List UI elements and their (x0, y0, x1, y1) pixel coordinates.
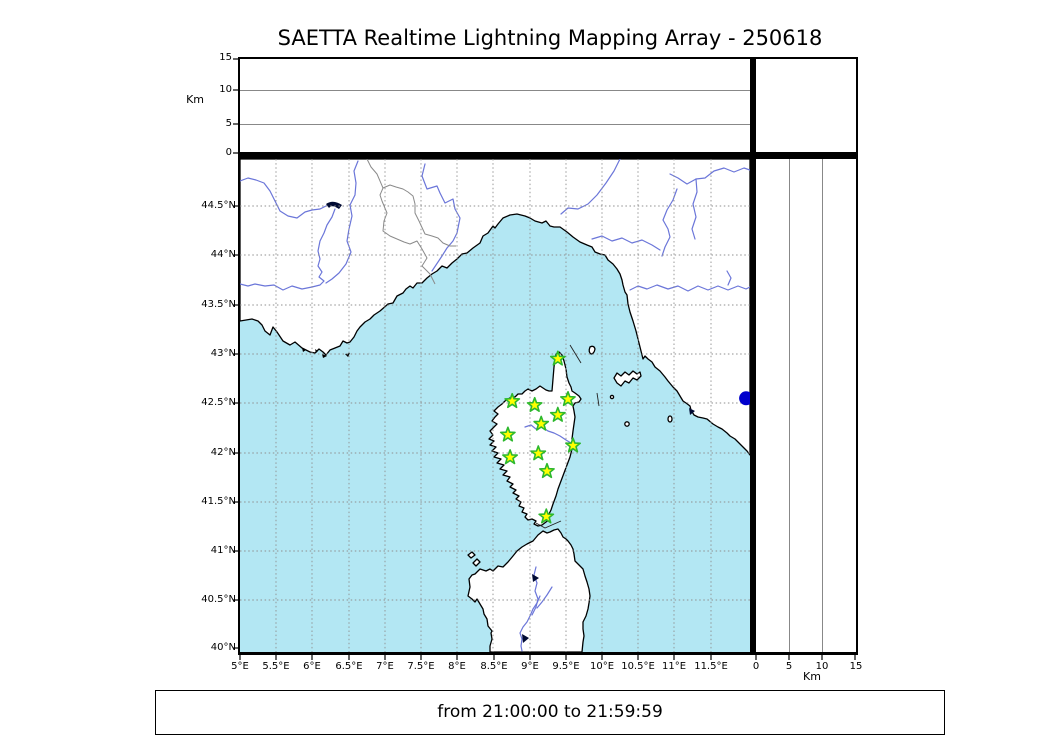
mainland-coastline (240, 159, 750, 456)
lon-tick-label: 9.5°E (552, 661, 580, 672)
station-star-marker (499, 426, 516, 442)
altitude-longitude-panel (238, 57, 754, 157)
lon-tick-label: 6°E (303, 661, 321, 672)
station-star-marker (538, 508, 555, 524)
station-star-marker (526, 396, 543, 412)
lat-tick-label: 44.5°N (201, 200, 236, 211)
river-var (421, 163, 461, 272)
lon-tick-label: 7°E (376, 661, 394, 672)
corsica-coastline (488, 351, 582, 527)
alt-tick-label: 0 (225, 147, 232, 158)
lon-tick-label: 10.5°E (621, 661, 655, 672)
elba-island (613, 370, 642, 387)
river-serchio (591, 235, 661, 251)
lagoon-orbetello (689, 408, 695, 415)
river-sardinia-2 (531, 566, 539, 616)
station-star-marker (502, 449, 519, 465)
border-branch (382, 184, 456, 247)
lat-tick-label: 40.5°N (201, 594, 236, 605)
station-star-marker (549, 406, 566, 422)
hyeres-islets (302, 348, 350, 358)
lon-tick-label: 8°E (448, 661, 466, 672)
bonifacio-strait-lines (535, 520, 562, 529)
station-star-marker (533, 415, 550, 431)
station-star-marker (530, 445, 547, 461)
river-po (669, 167, 750, 185)
river-sardinia-1 (519, 595, 541, 652)
station-star-marker (504, 392, 521, 409)
river-po-tributary-2 (691, 178, 698, 240)
map-canvas (240, 159, 750, 652)
page-title: SAETTA Realtime Lightning Mapping Array … (277, 26, 823, 50)
lake-sardinia-2 (522, 634, 529, 643)
lon-tick-label: 11°E (661, 661, 687, 672)
right-km-tick-label: 10 (815, 661, 829, 672)
altitude-latitude-panel (752, 157, 858, 655)
river-arno (629, 284, 750, 292)
time-range-label: from 21:00:00 to 21:59:59 (437, 702, 663, 722)
lon-tick-label: 5.5°E (262, 661, 290, 672)
lat-tick-label: 43°N (210, 348, 236, 359)
altitude-gridline-10km (822, 159, 823, 652)
altitude-axis-label: Km (186, 93, 204, 106)
asinara-islands (467, 551, 481, 567)
lon-tick-label: 9°E (521, 661, 539, 672)
station-star-marker (549, 350, 566, 366)
river-po-tributary-1 (661, 188, 678, 257)
river-durance-upper (240, 177, 329, 219)
river-golo-corsica (524, 424, 575, 445)
alt-tick-label: 10 (219, 84, 232, 95)
right-km-axis-label: Km (803, 670, 821, 683)
lat-tick-label: 42°N (210, 447, 236, 458)
river-sardinia-3 (536, 586, 553, 609)
alt-tick-label: 5 (225, 118, 232, 129)
france-italy-border (366, 159, 436, 285)
river-liguria (560, 159, 621, 215)
capraia-island (588, 345, 596, 355)
lat-tick-label: 41°N (210, 545, 236, 556)
station-star-marker (538, 462, 555, 479)
right-km-tick-label: 0 (752, 661, 760, 672)
station-star-marker (565, 437, 582, 453)
lat-tick-label: 41.5°N (201, 496, 236, 507)
lat-tick-label: 43.5°N (201, 299, 236, 310)
time-range-box: from 21:00:00 to 21:59:59 (155, 690, 945, 735)
montecristo-island (624, 421, 630, 427)
lon-tick-label: 7.5°E (407, 661, 435, 672)
station-star-marker (559, 391, 576, 407)
river-tuscany-small (726, 270, 732, 286)
lon-tick-label: 5°E (231, 661, 249, 672)
alt-tick-label: 15 (219, 52, 232, 63)
lon-tick-label: 6.5°E (335, 661, 363, 672)
map-panel (238, 157, 754, 655)
right-km-tick-label: 15 (849, 661, 863, 672)
lat-tick-label: 40°N (210, 642, 236, 653)
lat-tick-label: 42.5°N (201, 397, 236, 408)
lake-sardinia-1 (532, 574, 539, 582)
right-km-tick-label: 5 (785, 661, 793, 672)
giglio-island (667, 415, 673, 423)
stations-layer (499, 350, 750, 524)
lon-tick-label: 10°E (589, 661, 615, 672)
capraia-line (569, 344, 582, 364)
sardinia-coastline (467, 528, 591, 652)
corner-panel (752, 57, 858, 157)
river-durance-lower (240, 208, 336, 291)
altitude-gridline-5km (789, 159, 790, 652)
altitude-gridline-10km (240, 90, 750, 91)
pianosa-island (609, 394, 615, 400)
lightning-source-dot (739, 391, 750, 406)
lon-tick-label: 11.5°E (694, 661, 728, 672)
lon-tick-label: 8.5°E (480, 661, 508, 672)
latitude-gridlines (240, 205, 750, 601)
lat-tick-label: 44°N (210, 249, 236, 260)
elba-east-line (596, 392, 600, 407)
altitude-gridline-5km (240, 124, 750, 125)
lake-serre-poncon (326, 201, 342, 209)
